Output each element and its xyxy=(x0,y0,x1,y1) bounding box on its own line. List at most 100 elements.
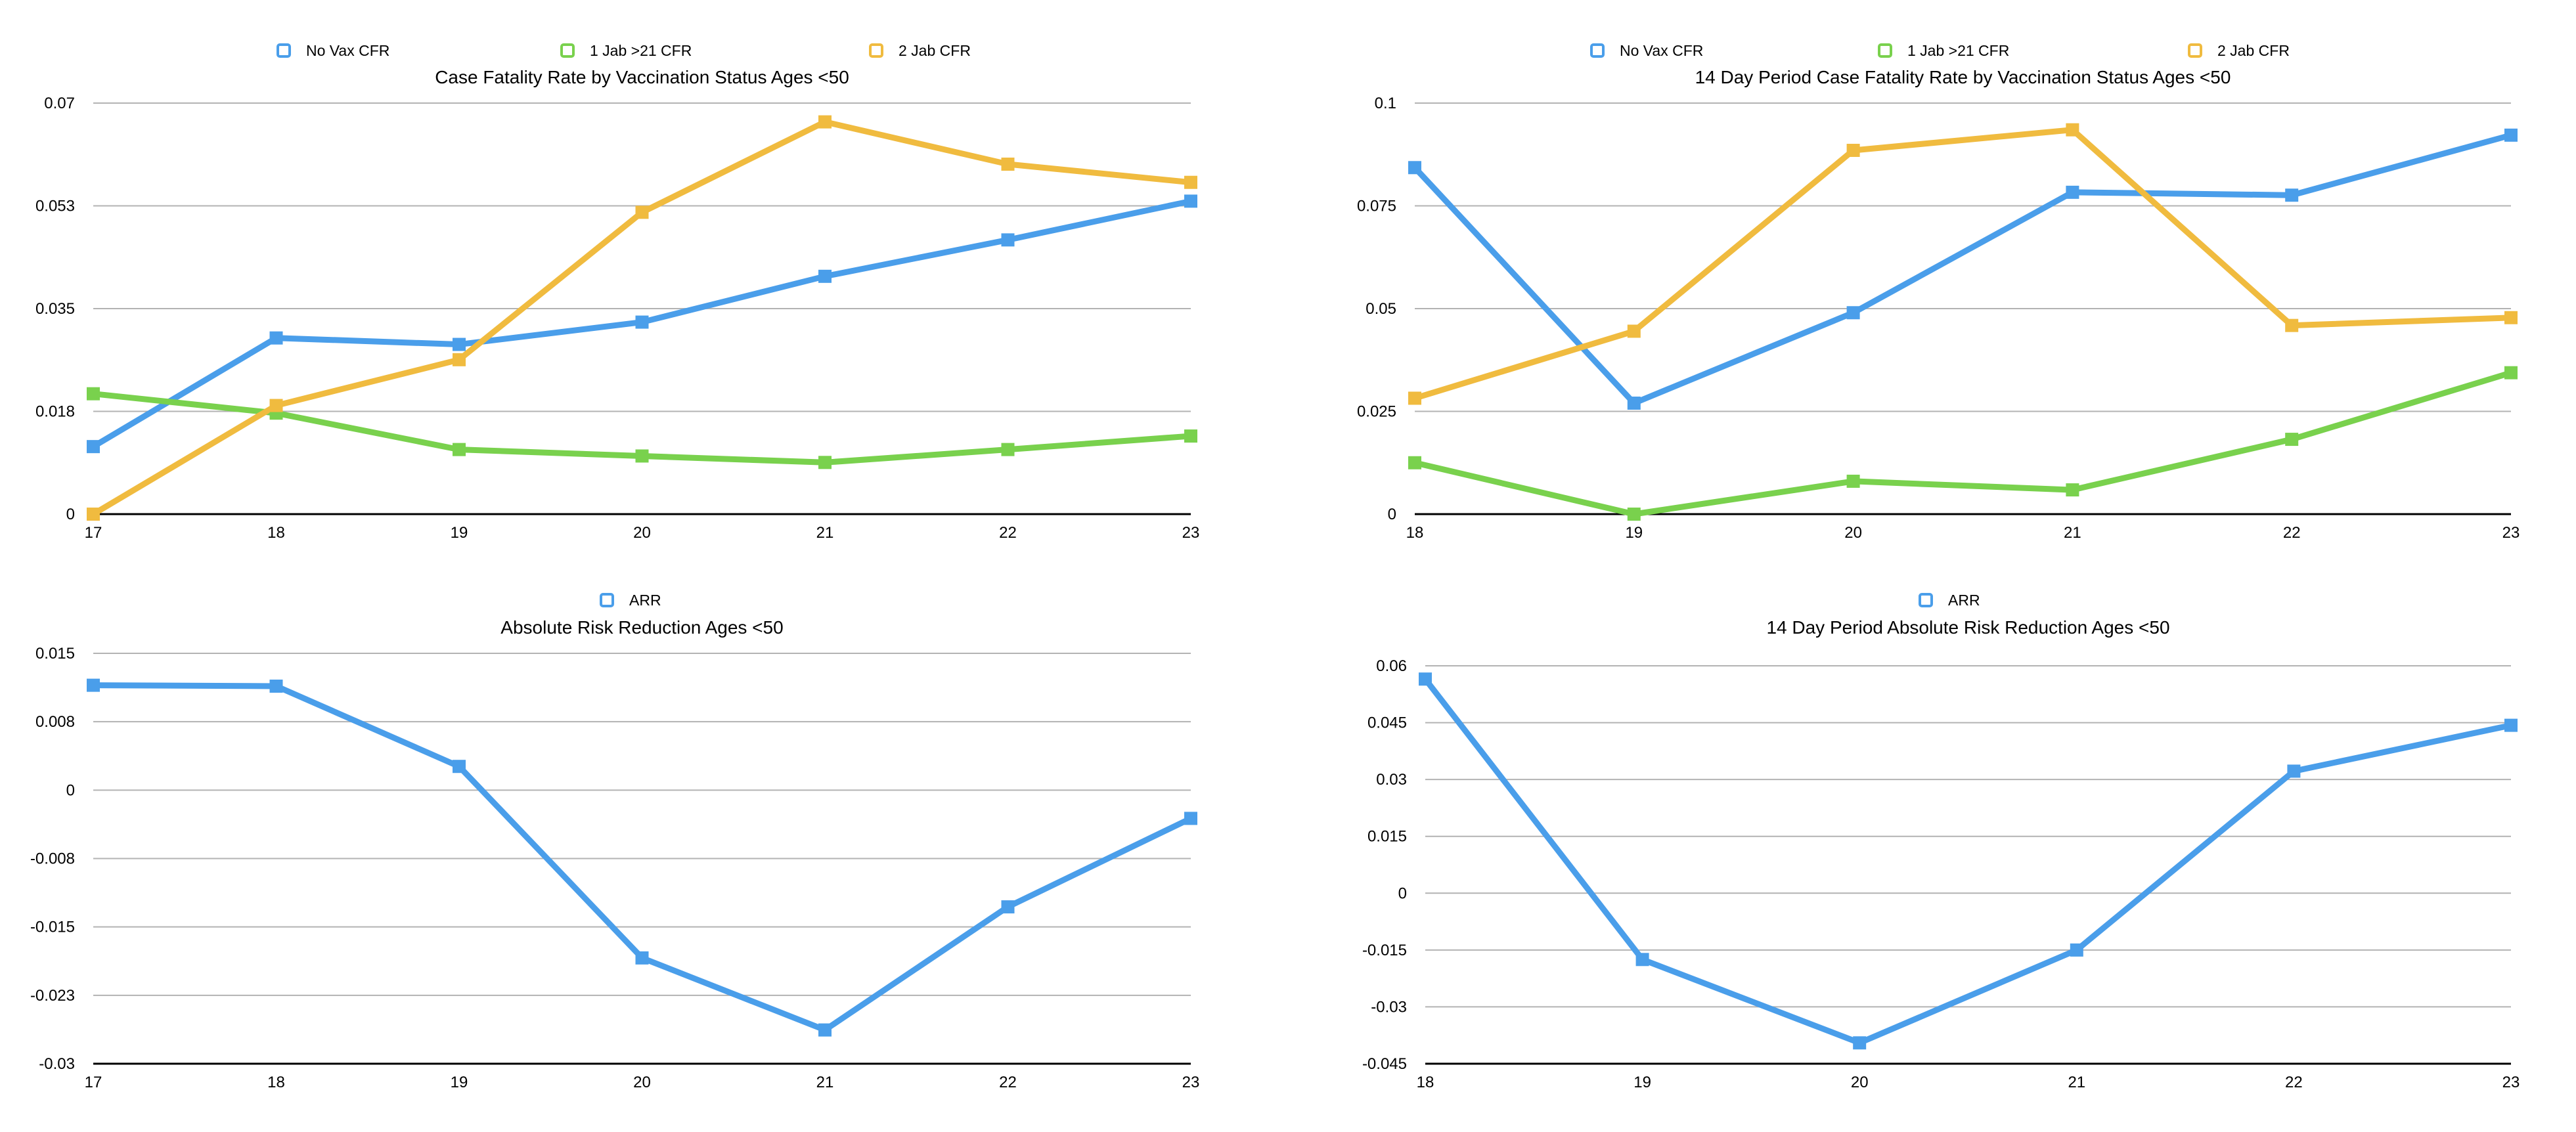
legend-entry: 2 Jab CFR xyxy=(869,42,971,59)
data-point xyxy=(2504,311,2518,324)
data-point xyxy=(87,387,100,401)
data-point xyxy=(2287,764,2301,778)
chart-4: 14 Day Period Absolute Risk Reduction Ag… xyxy=(1362,592,2520,1091)
legend-swatch-icon xyxy=(277,43,291,58)
legend-entry: 2 Jab CFR xyxy=(2188,42,2290,59)
x-tick-label: 21 xyxy=(2064,524,2081,542)
y-tick-label: -0.015 xyxy=(1362,942,1407,959)
x-tick-label: 17 xyxy=(85,524,102,542)
series-line xyxy=(1422,676,2514,1046)
data-point xyxy=(2504,128,2518,142)
data-point xyxy=(1184,194,1197,208)
y-tick-label: 0.015 xyxy=(1367,828,1407,846)
series-line xyxy=(90,682,1194,1034)
x-tick-label: 18 xyxy=(267,1074,285,1091)
data-point xyxy=(1635,953,1649,967)
data-point xyxy=(87,508,100,521)
x-tick-label: 21 xyxy=(816,524,834,542)
y-tick-label: 0 xyxy=(66,781,75,799)
legend-swatch-icon xyxy=(869,43,883,58)
series-line xyxy=(1411,132,2514,406)
chart-1: Case Fatality Rate by Vaccination Status… xyxy=(35,42,1199,542)
x-tick-label: 19 xyxy=(451,1074,468,1091)
legend-swatch-icon xyxy=(1919,593,1933,607)
legend-swatch-icon xyxy=(600,593,614,607)
chart-3: Absolute Risk Reduction Ages <50 ARR -0.03… xyxy=(30,592,1199,1091)
x-tick-label: 23 xyxy=(1182,524,1200,542)
x-tick-label: 17 xyxy=(85,1074,102,1091)
data-point xyxy=(2066,123,2079,137)
data-point xyxy=(1627,396,1641,410)
data-point xyxy=(1184,429,1197,443)
x-tick-label: 20 xyxy=(1851,1074,1869,1091)
legend-entry: 1 Jab >21 CFR xyxy=(1878,42,2009,59)
y-tick-label: 0.03 xyxy=(1376,771,1407,789)
legend-entry: No Vax CFR xyxy=(277,42,389,59)
legend-label: No Vax CFR xyxy=(306,42,389,59)
data-point xyxy=(1001,158,1015,171)
y-tick-label: 0 xyxy=(1398,884,1407,902)
y-tick-label: 0.035 xyxy=(35,300,75,318)
y-tick-label: -0.015 xyxy=(30,919,75,936)
chart-title: 14 Day Period Case Fatality Rate by Vacc… xyxy=(1695,67,2231,87)
chart-2: 14 Day Period Case Fatality Rate by Vacc… xyxy=(1357,42,2520,542)
x-tick-label: 18 xyxy=(267,524,285,542)
data-point xyxy=(1853,1036,1867,1050)
y-tick-label: -0.045 xyxy=(1362,1055,1407,1073)
data-point xyxy=(453,337,466,351)
data-point xyxy=(1846,306,1860,320)
y-tick-label: -0.008 xyxy=(30,850,75,868)
y-tick-label: 0 xyxy=(66,506,75,523)
x-tick-label: 22 xyxy=(2285,1074,2303,1091)
x-tick-label: 22 xyxy=(999,1074,1017,1091)
x-tick-label: 19 xyxy=(1633,1074,1651,1091)
y-tick-label: -0.03 xyxy=(39,1055,75,1073)
data-point xyxy=(87,678,100,692)
data-point xyxy=(818,115,832,129)
y-tick-label: 0.025 xyxy=(1357,403,1396,421)
legend-swatch-icon xyxy=(2188,43,2202,58)
chart-title: Absolute Risk Reduction Ages <50 xyxy=(500,617,783,638)
x-tick-label: 19 xyxy=(451,524,468,542)
x-tick-label: 18 xyxy=(1406,524,1424,542)
data-point xyxy=(635,206,649,219)
y-tick-label: 0.1 xyxy=(1375,95,1396,112)
data-point xyxy=(2504,718,2518,732)
legend-label: 1 Jab >21 CFR xyxy=(590,42,692,59)
data-point xyxy=(269,331,283,345)
data-point xyxy=(818,456,832,469)
x-tick-label: 23 xyxy=(2502,1074,2520,1091)
x-tick-label: 20 xyxy=(633,1074,651,1091)
data-point xyxy=(1184,812,1197,825)
y-tick-label: 0.05 xyxy=(1366,300,1396,318)
data-point xyxy=(2066,185,2079,199)
data-point xyxy=(269,680,283,693)
data-point xyxy=(818,1023,832,1037)
y-tick-label: 0 xyxy=(1388,506,1396,523)
series-line xyxy=(1411,127,2514,401)
data-point xyxy=(1184,175,1197,189)
legend-entry: ARR xyxy=(1919,592,1980,609)
data-point xyxy=(2504,366,2518,380)
data-point xyxy=(269,399,283,412)
data-point xyxy=(1846,143,1860,157)
data-point xyxy=(1627,508,1641,521)
data-point xyxy=(1001,443,1015,456)
chart-title: 14 Day Period Absolute Risk Reduction Ag… xyxy=(1766,617,2169,638)
y-tick-label: 0.045 xyxy=(1367,714,1407,732)
data-point xyxy=(2066,483,2079,497)
legend-label: 2 Jab CFR xyxy=(2217,42,2290,59)
y-tick-label: -0.03 xyxy=(1371,998,1407,1016)
y-tick-label: 0.018 xyxy=(35,403,75,421)
data-point xyxy=(2285,188,2299,202)
legend-label: ARR xyxy=(629,592,661,609)
data-point xyxy=(87,440,100,454)
legend-label: 2 Jab CFR xyxy=(899,42,971,59)
x-tick-label: 18 xyxy=(1417,1074,1434,1091)
legend-entry: No Vax CFR xyxy=(1590,42,1703,59)
data-point xyxy=(2285,433,2299,446)
x-tick-label: 19 xyxy=(1625,524,1643,542)
series-line xyxy=(1411,370,2514,517)
y-tick-label: 0.008 xyxy=(35,713,75,731)
data-point xyxy=(453,760,466,773)
